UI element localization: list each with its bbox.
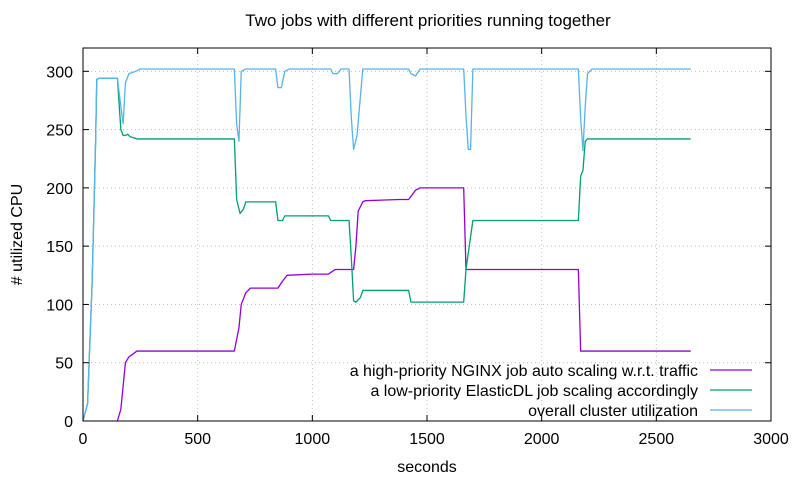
series-line-2 — [82, 77, 691, 422]
legend-label-2: a low-priority ElasticDL job scaling acc… — [370, 383, 698, 400]
series-line-1 — [116, 187, 691, 422]
x-tick-label: 1000 — [295, 431, 331, 448]
y-tick-label: 100 — [46, 297, 73, 314]
x-tick-label: 2500 — [639, 431, 675, 448]
y-tick-label: 250 — [46, 123, 73, 140]
series-line-3 — [82, 68, 691, 422]
y-tick-label: 0 — [64, 414, 73, 431]
series-lines — [82, 68, 691, 422]
y-axis-label: # utilized CPU — [9, 184, 26, 285]
x-tick-label: 3000 — [753, 431, 789, 448]
legend-label-1: a high-priority NGINX job auto scaling w… — [350, 363, 698, 380]
y-tick-label: 150 — [46, 239, 73, 256]
axis-ticks: 0 500 1000 1500 2000 2500 3000 0 50 100 150 200 250 3… — [46, 48, 789, 448]
x-tick-label: 500 — [184, 431, 211, 448]
x-axis-label: seconds — [397, 459, 457, 476]
x-tick-label: 0 — [79, 431, 88, 448]
legend-label-3: overall cluster utilization — [528, 403, 698, 420]
y-tick-label: 200 — [46, 181, 73, 198]
y-tick-label: 50 — [55, 356, 73, 373]
x-tick-label: 2000 — [524, 431, 560, 448]
chart-title: Two jobs with different priorities runni… — [245, 11, 611, 30]
legend: a high-priority NGINX job auto scaling w… — [350, 363, 752, 420]
x-tick-label: 1500 — [409, 431, 445, 448]
y-tick-label: 300 — [46, 64, 73, 81]
